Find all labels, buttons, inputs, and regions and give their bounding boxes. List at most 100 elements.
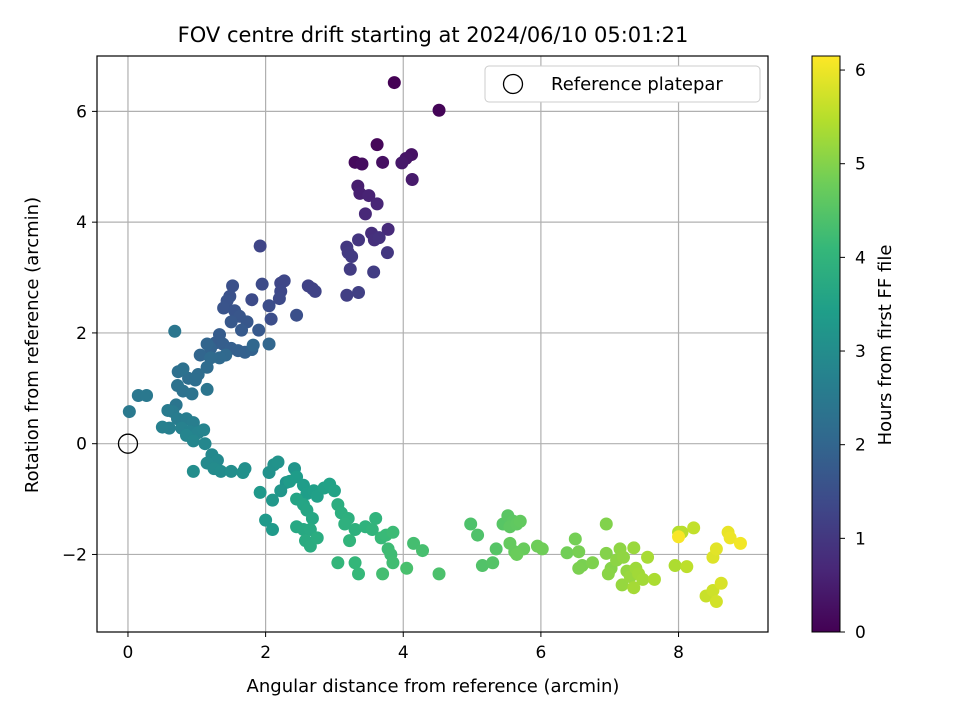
y-tick-label: 2 <box>76 324 87 344</box>
data-point <box>489 542 503 556</box>
data-point <box>376 567 390 581</box>
data-point <box>510 547 524 561</box>
data-point <box>471 528 485 542</box>
data-point <box>277 274 291 288</box>
data-point <box>265 493 279 507</box>
colorbar-tick-label: 2 <box>855 436 866 456</box>
data-point <box>352 567 366 581</box>
data-point <box>186 434 200 448</box>
data-point <box>560 546 574 560</box>
data-point <box>253 239 267 253</box>
data-point <box>185 387 199 401</box>
data-point <box>599 517 613 531</box>
axes-frame <box>96 55 769 633</box>
data-point <box>217 301 231 315</box>
reference-point <box>117 433 139 454</box>
data-point <box>432 567 446 581</box>
data-point <box>416 544 430 558</box>
data-point <box>601 567 615 581</box>
data-point <box>310 531 324 545</box>
legend-label: Reference platepar <box>551 74 723 95</box>
data-point <box>358 207 372 221</box>
data-point <box>338 517 352 531</box>
y-axis-label: Rotation from reference (arcmin) <box>22 197 43 493</box>
data-point <box>200 360 214 374</box>
data-point <box>252 323 266 337</box>
data-point <box>198 437 212 451</box>
data-point <box>176 362 190 376</box>
data-point <box>352 285 366 299</box>
data-point <box>236 465 250 479</box>
data-point <box>369 511 383 525</box>
data-point <box>370 138 384 152</box>
data-point <box>627 541 641 555</box>
data-point <box>367 265 381 279</box>
data-point <box>647 572 661 586</box>
x-axis-ticks: 0 2 4 6 8 <box>123 632 684 663</box>
legend-box <box>484 65 761 103</box>
colorbar-ticks: 0 1 2 3 4 5 6 <box>840 61 866 643</box>
data-point <box>352 233 366 247</box>
data-point <box>262 337 276 351</box>
colorbar-tick-label: 6 <box>855 61 866 81</box>
x-axis-label: Angular distance from reference (arcmin) <box>247 676 620 697</box>
data-point <box>709 595 723 609</box>
data-point <box>395 156 409 170</box>
colorbar <box>811 55 841 633</box>
x-tick-label: 6 <box>535 643 546 663</box>
data-point <box>265 523 279 537</box>
data-point <box>733 536 747 550</box>
chart-title: FOV centre drift starting at 2024/06/10 … <box>178 23 689 47</box>
data-point <box>197 423 211 437</box>
data-point <box>186 464 200 478</box>
data-point <box>475 559 489 573</box>
data-point <box>599 546 613 560</box>
data-points <box>122 76 747 609</box>
x-tick-label: 2 <box>260 643 271 663</box>
data-point <box>327 484 341 498</box>
data-point <box>668 559 682 573</box>
data-point <box>380 246 394 260</box>
data-point <box>680 560 694 574</box>
data-point <box>616 550 630 564</box>
data-point <box>386 556 400 570</box>
data-point <box>627 581 641 595</box>
data-point <box>272 292 286 306</box>
data-point <box>161 403 175 417</box>
data-point <box>432 103 446 117</box>
data-point <box>122 405 136 419</box>
data-point <box>348 523 362 537</box>
data-point <box>224 315 238 329</box>
data-point <box>372 231 386 245</box>
data-point <box>340 288 354 302</box>
data-point <box>271 455 285 469</box>
data-point <box>308 284 322 298</box>
colorbar-tick-label: 4 <box>855 248 866 268</box>
data-point <box>572 545 586 559</box>
data-point <box>723 531 737 545</box>
data-point <box>262 299 276 313</box>
data-point <box>214 464 228 478</box>
data-point <box>381 222 395 236</box>
colorbar-tick-label: 1 <box>855 529 866 549</box>
data-point <box>387 76 401 90</box>
x-tick-label: 0 <box>123 643 134 663</box>
x-tick-label: 8 <box>673 643 684 663</box>
data-point <box>224 464 238 478</box>
colorbar-tick-label: 0 <box>855 623 866 643</box>
data-point <box>672 530 686 544</box>
data-point <box>355 157 369 171</box>
data-point <box>687 521 701 535</box>
grid-lines <box>97 56 768 632</box>
y-tick-label: −2 <box>62 545 87 565</box>
data-point <box>226 279 240 293</box>
data-point <box>200 382 214 396</box>
data-point <box>348 556 362 570</box>
data-point <box>255 277 269 291</box>
colorbar-label: Hours from first FF file <box>875 245 896 446</box>
data-point <box>407 536 421 550</box>
data-point <box>586 556 600 570</box>
data-point <box>386 525 400 539</box>
legend: Reference platepar <box>484 65 761 103</box>
data-point <box>264 312 278 326</box>
